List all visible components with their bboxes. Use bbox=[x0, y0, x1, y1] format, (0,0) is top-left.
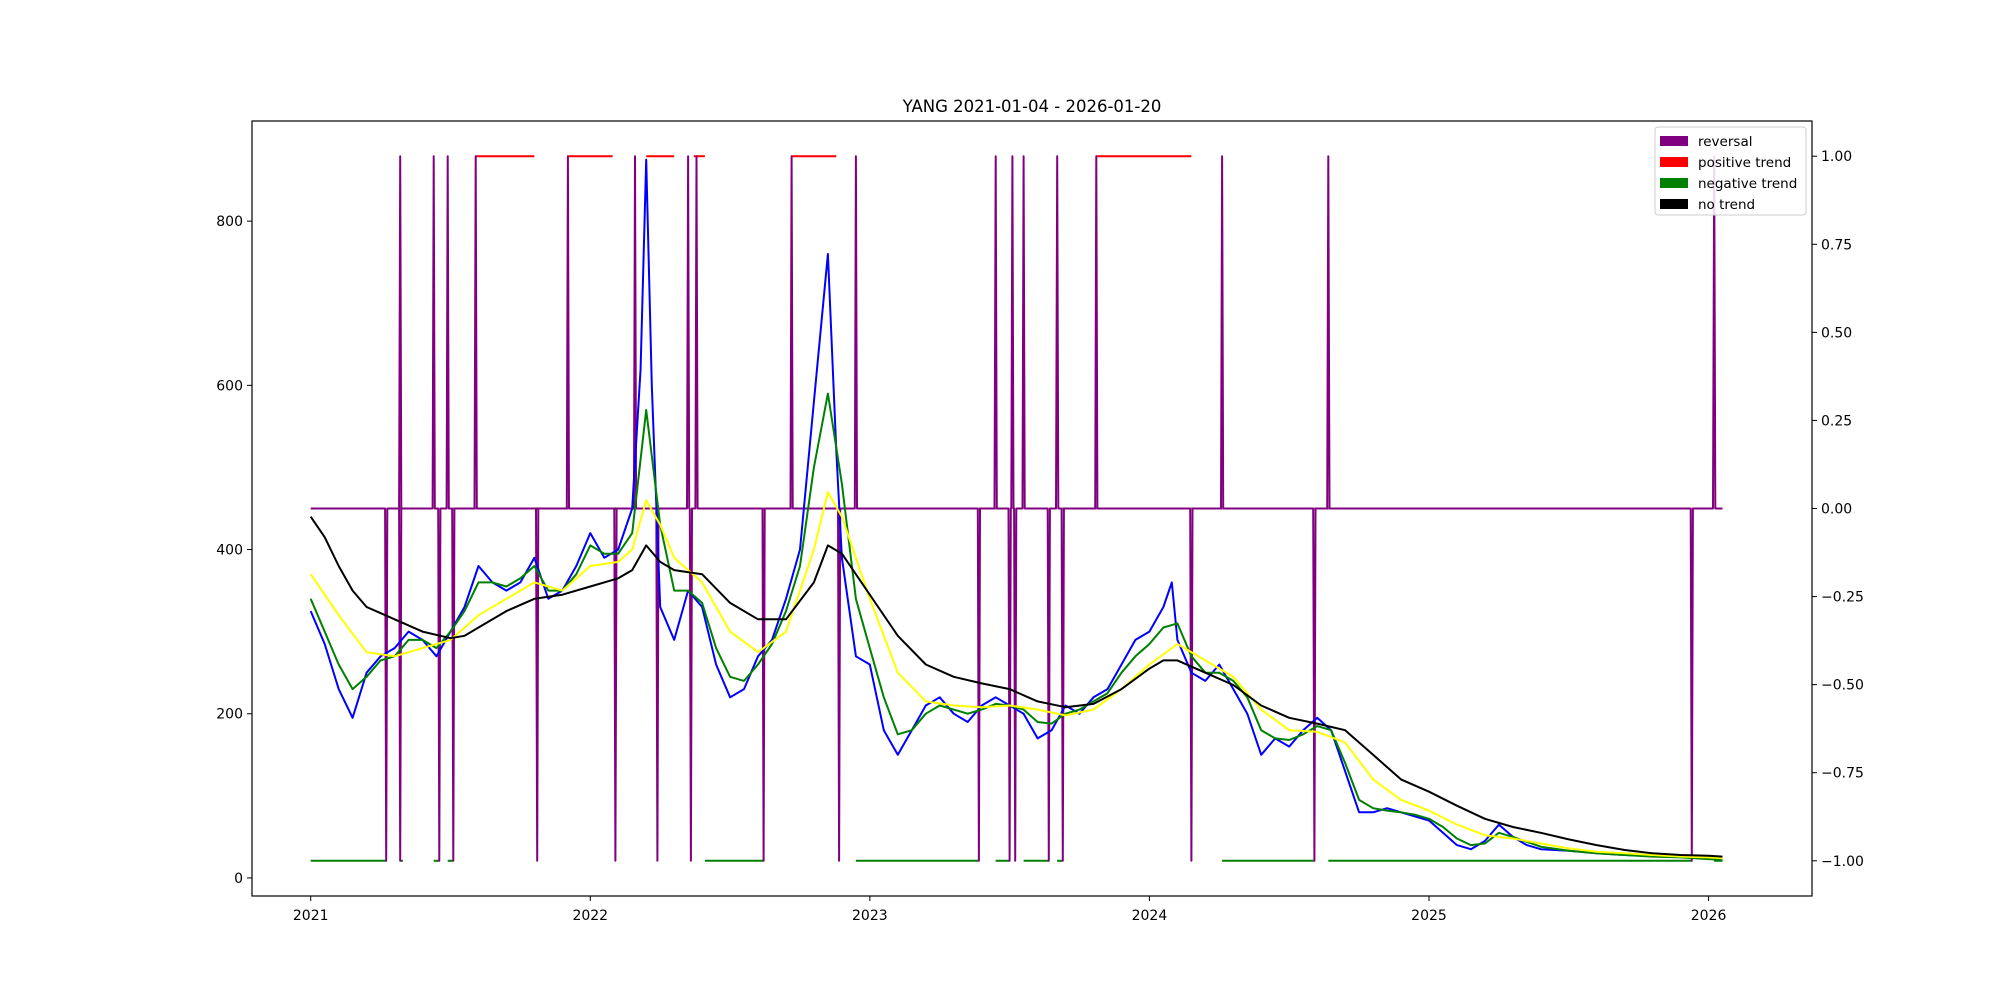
plot-area bbox=[309, 155, 1723, 862]
y-right-tick-label: 1.00 bbox=[1821, 149, 1852, 165]
medium-ma-line bbox=[309, 491, 1723, 860]
slow-ma-line bbox=[309, 516, 1723, 858]
x-tick-label: 2026 bbox=[1691, 908, 1727, 924]
fast-ma-line bbox=[309, 392, 1723, 861]
legend-swatch bbox=[1660, 199, 1688, 209]
legend-box bbox=[1654, 126, 1807, 216]
legend-swatch bbox=[1660, 157, 1688, 167]
y-left-tick-label: 600 bbox=[216, 378, 243, 394]
x-tick-label: 2023 bbox=[852, 908, 888, 924]
y-right-tick-label: −1.00 bbox=[1821, 854, 1864, 870]
legend-swatch bbox=[1660, 136, 1688, 146]
legend-label: positive trend bbox=[1698, 155, 1791, 171]
legend-label: no trend bbox=[1698, 197, 1755, 213]
y-left-tick-label: 800 bbox=[216, 214, 243, 230]
x-tick-label: 2021 bbox=[293, 908, 329, 924]
y-right-tick-label: 0.50 bbox=[1821, 325, 1852, 341]
reversal-signal-line bbox=[310, 155, 1723, 862]
legend-label: reversal bbox=[1698, 134, 1752, 150]
y-right-tick-label: 0.00 bbox=[1821, 502, 1852, 518]
y-left-tick-label: 200 bbox=[216, 707, 243, 723]
y-left-tick-label: 400 bbox=[216, 543, 243, 559]
y-right-tick-label: 0.25 bbox=[1821, 413, 1852, 429]
legend-label: negative trend bbox=[1698, 176, 1797, 192]
y-right-tick-label: −0.50 bbox=[1821, 678, 1864, 694]
y-right-tick-label: −0.75 bbox=[1821, 766, 1864, 782]
y-right-tick-label: −0.25 bbox=[1821, 590, 1864, 606]
axes: 2021 2022 2023 2024 2025 2026 0 200 400 600 800 −1.… bbox=[216, 149, 1864, 924]
chart-title: YANG 2021-01-04 - 2026-01-20 bbox=[902, 97, 1162, 116]
y-right-tick-label: 0.75 bbox=[1821, 237, 1852, 253]
x-tick-label: 2024 bbox=[1132, 908, 1168, 924]
y-left-tick-label: 0 bbox=[234, 871, 243, 887]
x-tick-label: 2025 bbox=[1411, 908, 1447, 924]
x-tick-label: 2022 bbox=[572, 908, 608, 924]
legend: reversal positive trend negative trend no t… bbox=[1654, 126, 1807, 216]
legend-swatch bbox=[1660, 178, 1688, 188]
